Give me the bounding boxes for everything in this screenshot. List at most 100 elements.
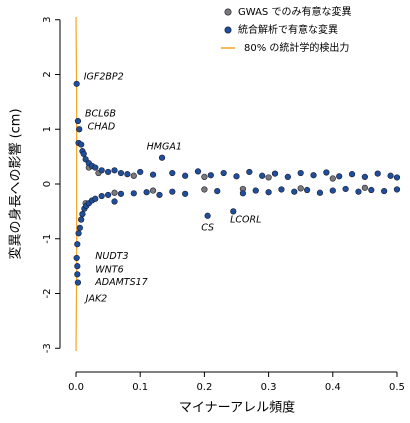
y-tick-label: -3 [42,343,53,353]
legend-label: 統合解析で有意な変異 [238,23,338,36]
point [393,174,401,181]
point [387,172,394,179]
x-tick-label: 0.2 [196,382,212,393]
point [297,185,304,192]
point [194,168,202,175]
point [336,173,343,180]
y-tick-label: 3 [42,17,53,23]
y-axis-label: 変異の身長への影響 (cm) [8,108,24,259]
annotation: CS [201,222,214,233]
legend-label: GWAS でのみ有意な変異 [238,5,351,18]
point [149,187,157,194]
point [291,188,298,195]
point [348,171,356,178]
x-tick-label: 0.5 [389,382,405,393]
point [361,173,368,180]
point [284,173,291,180]
annotation: HMGA1 [147,141,182,152]
point [130,190,137,197]
point [265,189,272,196]
power-curve [75,16,78,352]
point [182,172,189,179]
point [73,254,80,262]
point [149,171,157,178]
x-tick-label: 0.0 [68,382,84,393]
annotation: WNT6 [95,264,123,275]
annotation: CHAD [88,122,116,133]
point [329,175,336,182]
legend-marker [224,8,232,16]
point [323,169,330,176]
point [233,173,240,180]
annotation: ADAMTS17 [94,277,147,288]
annotation: IGF2BP2 [84,72,124,83]
y-tick-label: -1 [42,234,53,244]
point [278,186,285,193]
point [74,117,82,125]
point [111,167,118,174]
point [75,230,82,237]
point [259,172,266,179]
point [130,172,137,179]
annotation: LCORL [230,215,261,226]
point [92,164,99,171]
y-tick-label: 0 [42,181,53,187]
point [374,170,381,177]
point [156,191,163,199]
point [204,212,211,219]
point [117,190,125,197]
x-axis-label: マイナーアレル頻度 [179,400,295,416]
point [143,189,150,196]
annotation: JAK2 [84,293,108,304]
point [201,186,208,193]
point [297,169,304,177]
point [230,208,237,215]
point [98,192,105,200]
point [342,185,349,193]
x-tick-label: 0.1 [132,382,148,393]
y-tick-label: 2 [42,71,53,77]
legend-label: 80% の統計学的検出力 [244,41,349,54]
point [393,186,401,193]
point [78,141,85,148]
point [76,126,83,133]
point [214,188,221,195]
legend-marker [224,26,232,34]
point [80,150,87,157]
point [92,195,99,202]
point [169,169,176,177]
point [74,271,81,278]
point [74,241,81,248]
point [361,184,368,191]
point [239,190,247,197]
point [169,188,176,195]
point [304,186,311,194]
point [78,216,85,223]
point [124,171,131,178]
point [105,191,112,199]
point [79,211,86,218]
x-tick-label: 0.4 [325,382,341,393]
point [76,224,83,231]
point [74,279,82,286]
point [182,190,189,197]
point [310,172,317,179]
point [329,187,336,194]
point [271,170,279,177]
point [105,168,112,176]
point [265,174,272,181]
point [117,169,125,177]
y-tick-label: -2 [42,289,53,299]
point [137,168,144,176]
point [368,186,375,194]
point [74,263,81,270]
annotation: NUDT3 [95,251,128,262]
point [316,189,324,196]
point [158,154,166,161]
point [381,188,388,195]
point [355,188,362,195]
point [201,173,208,180]
x-tick-label: 0.3 [261,382,277,393]
annotation: BCL6B [85,108,116,119]
point [111,189,118,196]
